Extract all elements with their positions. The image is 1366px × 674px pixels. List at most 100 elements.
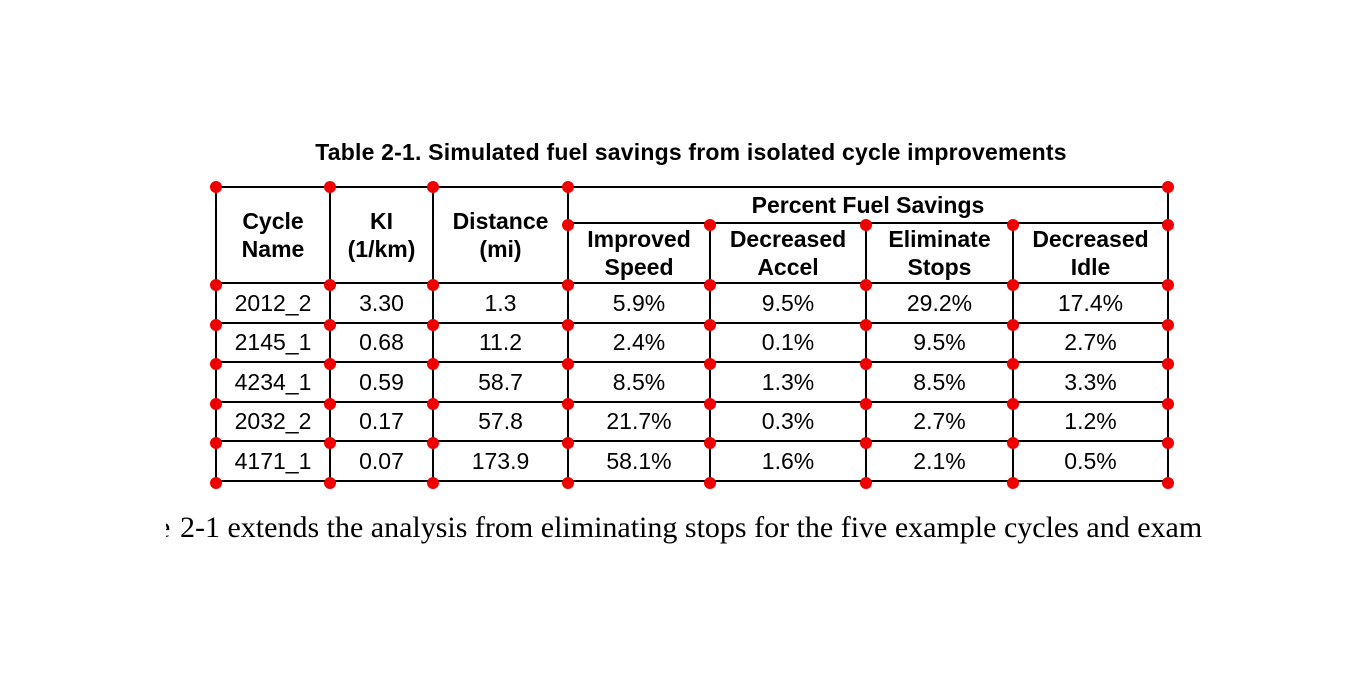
table-corner-marker[interactable] [704,219,716,231]
table-corner-marker[interactable] [210,319,222,331]
table-corner-marker[interactable] [860,219,872,231]
cell-distance: 58.7 [432,361,569,403]
table-corner-marker[interactable] [210,358,222,370]
table-corner-marker[interactable] [704,437,716,449]
table-row: 2145_1 0.68 11.2 2.4% 0.1% 9.5% 2.7% [215,322,1169,363]
table-corner-marker[interactable] [324,181,336,193]
table-corner-marker[interactable] [1007,358,1019,370]
col-header-decreased-idle: Decreased Idle [1012,222,1169,284]
table-corner-marker[interactable] [427,181,439,193]
table-corner-marker[interactable] [324,437,336,449]
cell-decreased-accel: 9.5% [709,282,867,324]
table-corner-marker[interactable] [860,477,872,489]
table-corner-marker[interactable] [324,358,336,370]
table-corner-marker[interactable] [860,437,872,449]
cell-ki: 0.07 [329,440,434,482]
table-corner-marker[interactable] [427,358,439,370]
table-corner-marker[interactable] [1162,398,1174,410]
cell-decreased-idle: 17.4% [1012,282,1169,324]
cell-decreased-idle: 3.3% [1012,361,1169,403]
table-corner-marker[interactable] [704,398,716,410]
table-corner-marker[interactable] [860,398,872,410]
table-row: 4171_1 0.07 173.9 58.1% 1.6% 2.1% 0.5% [215,440,1169,482]
table-caption: Table 2-1. Simulated fuel savings from i… [315,139,1067,165]
cell-decreased-idle: 1.2% [1012,401,1169,442]
table-corner-marker[interactable] [1007,279,1019,291]
group-header-percent-fuel-savings: Percent Fuel Savings [567,186,1169,224]
col-header-cycle-name: Cycle Name [215,186,331,284]
table-corner-marker[interactable] [704,319,716,331]
table-corner-marker[interactable] [562,358,574,370]
table-corner-marker[interactable] [704,477,716,489]
cell-decreased-idle: 2.7% [1012,322,1169,363]
table-corner-marker[interactable] [704,279,716,291]
table-corner-marker[interactable] [1007,437,1019,449]
table-corner-marker[interactable] [704,358,716,370]
table-corner-marker[interactable] [427,279,439,291]
table-corner-marker[interactable] [562,279,574,291]
cell-decreased-accel: 1.6% [709,440,867,482]
cell-ki: 3.30 [329,282,434,324]
cell-ki: 0.59 [329,361,434,403]
cell-improved-speed: 8.5% [567,361,711,403]
table-corner-marker[interactable] [324,477,336,489]
cell-decreased-accel: 1.3% [709,361,867,403]
cell-improved-speed: 58.1% [567,440,711,482]
cell-eliminate-stops: 2.1% [865,440,1014,482]
table-corner-marker[interactable] [562,181,574,193]
cell-cycle-name: 4171_1 [215,440,331,482]
table-corner-marker[interactable] [562,219,574,231]
table-row: 2012_2 3.30 1.3 5.9% 9.5% 29.2% 17.4% [215,282,1169,324]
cell-eliminate-stops: 8.5% [865,361,1014,403]
cell-improved-speed: 5.9% [567,282,711,324]
cell-eliminate-stops: 2.7% [865,401,1014,442]
cell-cycle-name: 2032_2 [215,401,331,442]
col-header-improved-speed: Improved Speed [567,222,711,284]
table-corner-marker[interactable] [860,319,872,331]
table-corner-marker[interactable] [562,398,574,410]
table-corner-marker[interactable] [427,398,439,410]
body-text: 2-1 extends the analysis from eliminatin… [180,511,1203,544]
table-corner-marker[interactable] [1007,319,1019,331]
table-corner-marker[interactable] [210,437,222,449]
table-corner-marker[interactable] [210,477,222,489]
col-header-decreased-accel: Decreased Accel [709,222,867,284]
table-corner-marker[interactable] [1162,358,1174,370]
cell-cycle-name: 2012_2 [215,282,331,324]
table-corner-marker[interactable] [427,319,439,331]
clipped-character: e [166,511,172,546]
table-corner-marker[interactable] [427,437,439,449]
table-corner-marker[interactable] [562,319,574,331]
table-corner-marker[interactable] [1007,477,1019,489]
table-corner-marker[interactable] [324,319,336,331]
table-corner-marker[interactable] [1162,477,1174,489]
table-corner-marker[interactable] [562,477,574,489]
cell-distance: 11.2 [432,322,569,363]
table-corner-marker[interactable] [1007,219,1019,231]
table-corner-marker[interactable] [210,181,222,193]
cell-improved-speed: 21.7% [567,401,711,442]
table-corner-marker[interactable] [210,279,222,291]
table-corner-marker[interactable] [1162,219,1174,231]
cell-distance: 1.3 [432,282,569,324]
table-corner-marker[interactable] [1162,181,1174,193]
cell-decreased-accel: 0.3% [709,401,867,442]
table-corner-marker[interactable] [210,398,222,410]
table-row: 2032_2 0.17 57.8 21.7% 0.3% 2.7% 1.2% [215,401,1169,442]
table-corner-marker[interactable] [324,398,336,410]
col-header-distance: Distance (mi) [432,186,569,284]
cell-cycle-name: 2145_1 [215,322,331,363]
table-corner-marker[interactable] [1007,398,1019,410]
cell-distance: 173.9 [432,440,569,482]
table-corner-marker[interactable] [1162,319,1174,331]
table-corner-marker[interactable] [1162,437,1174,449]
table-corner-marker[interactable] [1162,279,1174,291]
table-corner-marker[interactable] [860,279,872,291]
table-corner-marker[interactable] [324,279,336,291]
table-corner-marker[interactable] [562,437,574,449]
cell-ki: 0.17 [329,401,434,442]
table-corner-marker[interactable] [860,358,872,370]
cell-eliminate-stops: 29.2% [865,282,1014,324]
table-corner-marker[interactable] [427,477,439,489]
cell-decreased-idle: 0.5% [1012,440,1169,482]
